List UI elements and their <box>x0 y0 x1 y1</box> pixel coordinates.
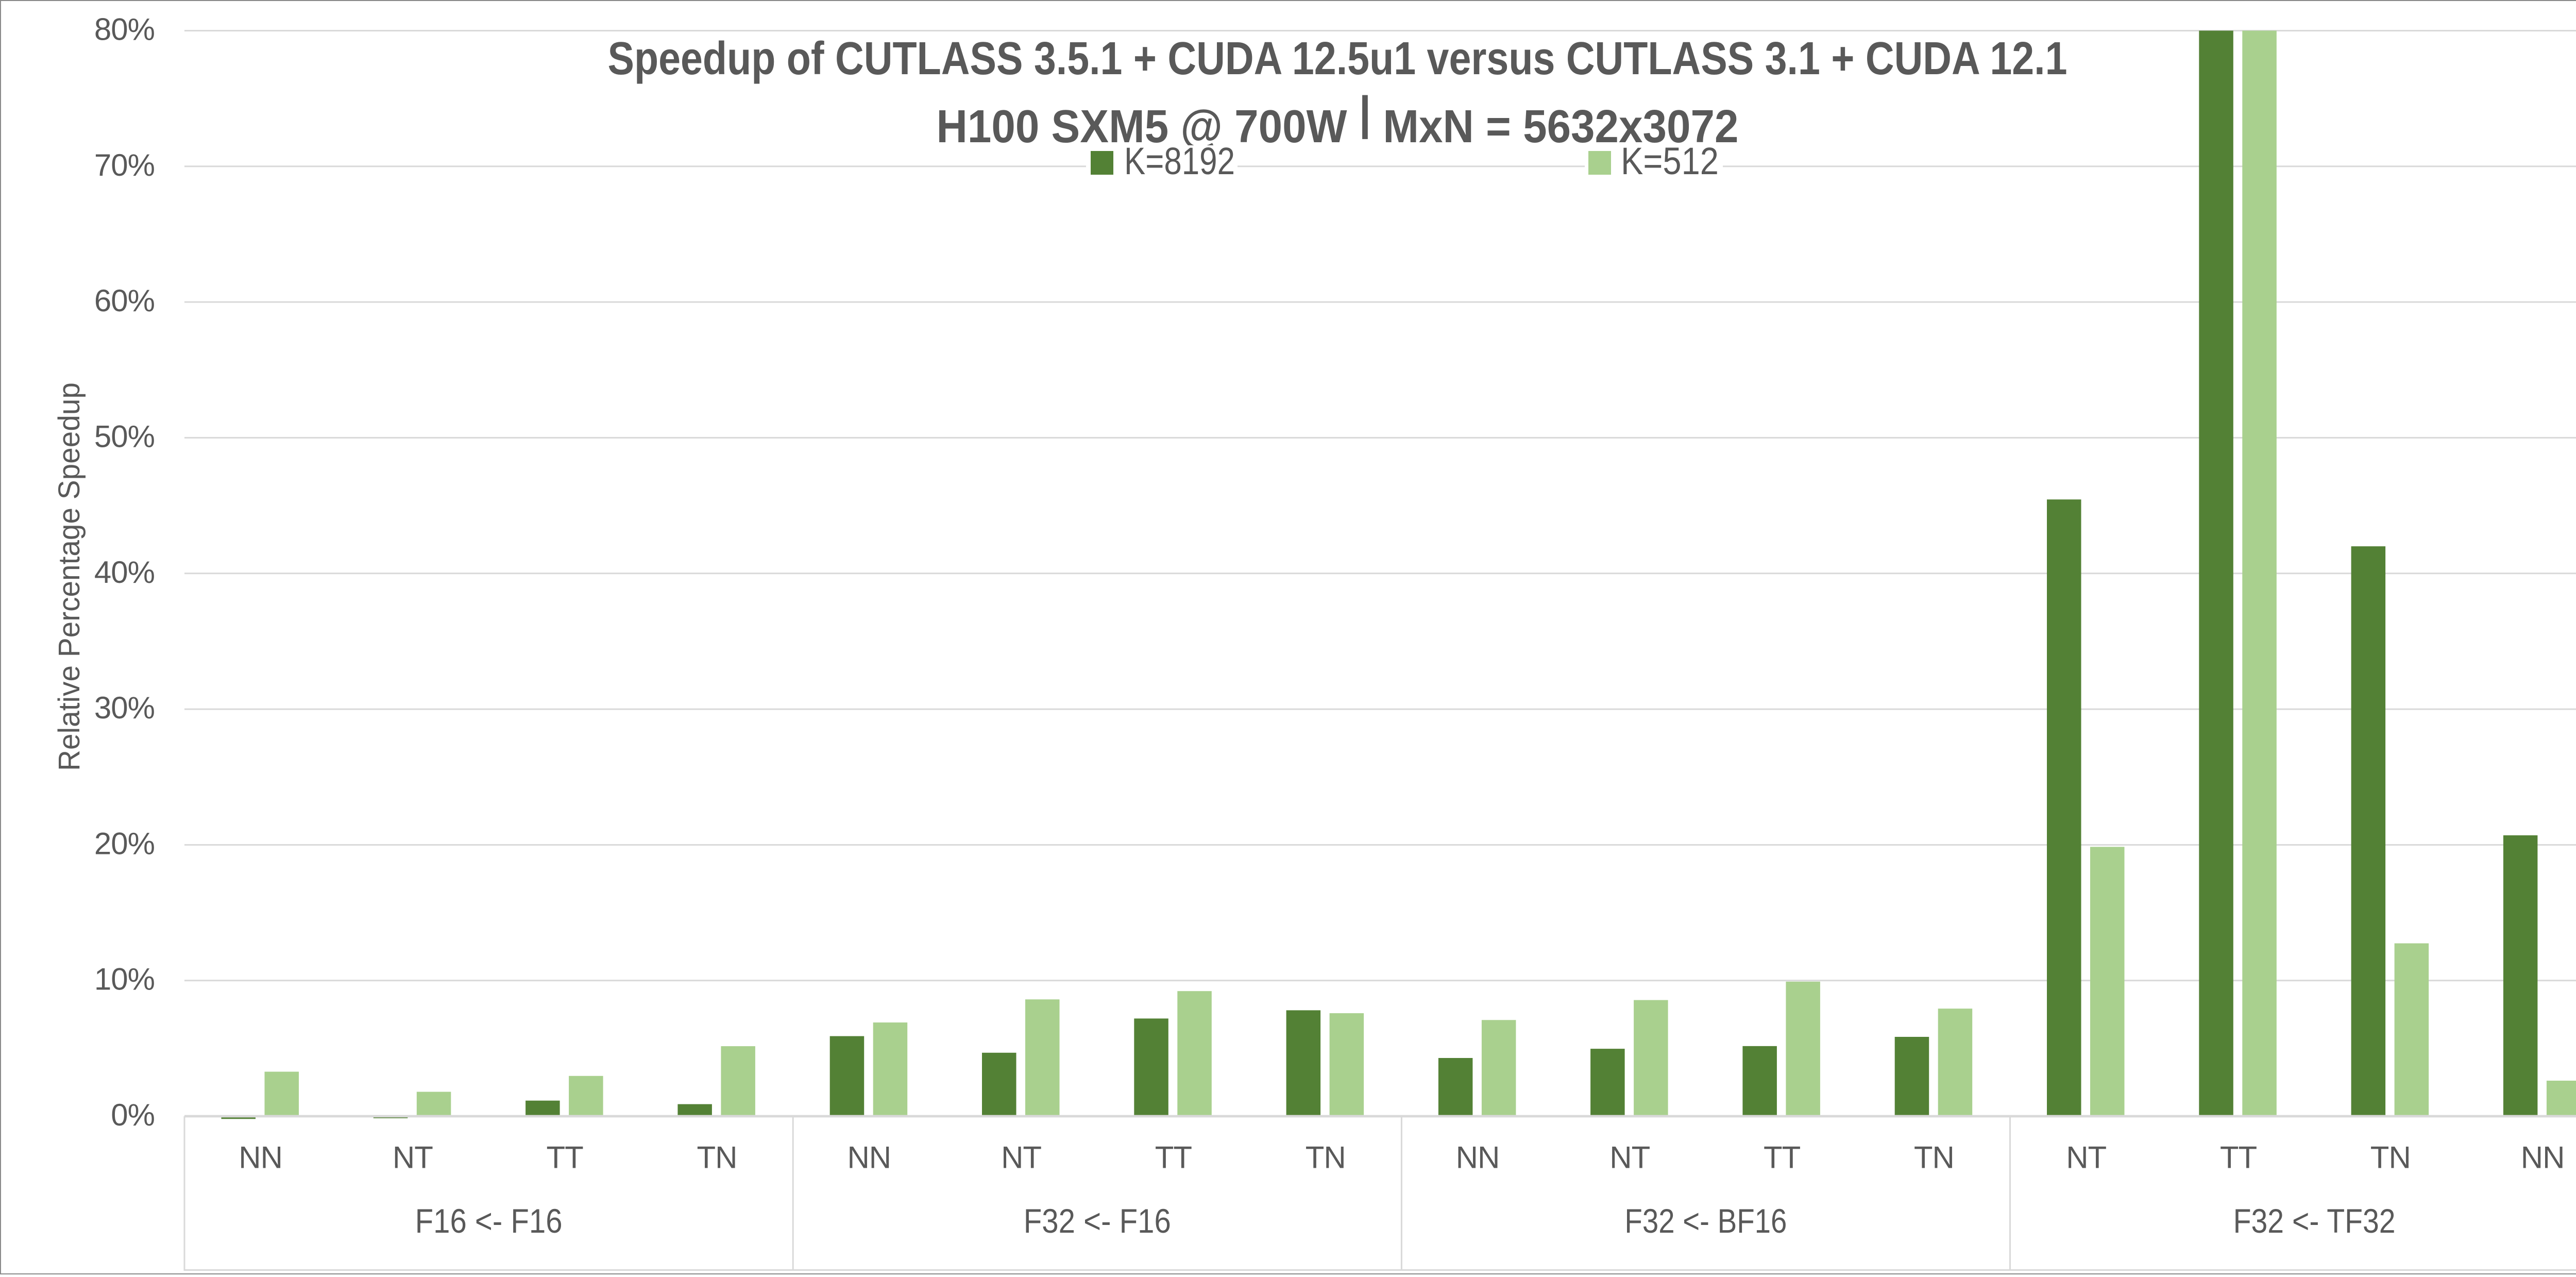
svg-text:70%: 70% <box>94 148 155 182</box>
svg-text:60%: 60% <box>94 283 155 318</box>
svg-text:30%: 30% <box>94 691 155 725</box>
svg-text:F32 <- BF16: F32 <- BF16 <box>1624 1202 1787 1240</box>
svg-text:F16 <- F16: F16 <- F16 <box>415 1202 563 1240</box>
svg-text:0%: 0% <box>111 1098 155 1132</box>
svg-text:NT: NT <box>1609 1140 1650 1175</box>
svg-text:NN: NN <box>1456 1140 1500 1175</box>
svg-text:10%: 10% <box>94 962 155 997</box>
svg-text:Speedup of CUTLASS 3.5.1 + CUD: Speedup of CUTLASS 3.5.1 + CUDA 12.5u1 v… <box>608 33 2067 85</box>
svg-text:20%: 20% <box>94 826 155 861</box>
svg-text:TT: TT <box>1764 1140 1801 1175</box>
svg-text:TN: TN <box>1306 1140 1346 1175</box>
svg-text:50%: 50% <box>94 419 155 453</box>
svg-text:TN: TN <box>697 1140 737 1175</box>
svg-text:TT: TT <box>1155 1140 1192 1175</box>
svg-text:NT: NT <box>2066 1140 2106 1175</box>
svg-text:K=8192: K=8192 <box>1124 140 1235 182</box>
svg-text:40%: 40% <box>94 555 155 590</box>
svg-text:F32 <- TF32: F32 <- TF32 <box>2233 1202 2396 1240</box>
svg-text:TT: TT <box>547 1140 584 1175</box>
svg-text:Relative Percentage Speedup: Relative Percentage Speedup <box>53 382 86 771</box>
svg-text:NN: NN <box>847 1140 891 1175</box>
svg-text:TN: TN <box>1914 1140 1954 1175</box>
svg-text:TT: TT <box>2220 1140 2257 1175</box>
svg-text:80%: 80% <box>94 12 155 47</box>
svg-text:F32 <- F16: F32 <- F16 <box>1024 1202 1171 1240</box>
svg-text:K=512: K=512 <box>1621 140 1719 182</box>
svg-text:NT: NT <box>393 1140 433 1175</box>
svg-text:NT: NT <box>1001 1140 1041 1175</box>
svg-text:TN: TN <box>2370 1140 2411 1175</box>
svg-text:NN: NN <box>239 1140 282 1175</box>
svg-text:NN: NN <box>2521 1140 2565 1175</box>
